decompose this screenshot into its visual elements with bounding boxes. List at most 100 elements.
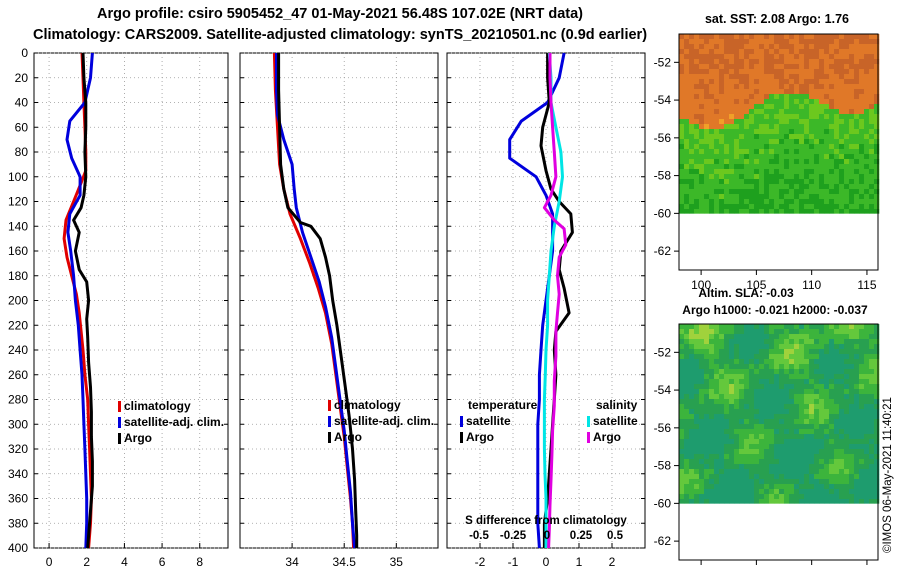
heatmap-cell <box>779 444 785 450</box>
heatmap-cell <box>734 184 740 190</box>
heatmap-cell <box>689 429 695 435</box>
heatmap-cell <box>814 324 820 330</box>
heatmap-cell <box>874 454 880 460</box>
heatmap-cell <box>739 59 745 65</box>
heatmap-cell <box>704 79 710 85</box>
heatmap-cell <box>814 179 820 185</box>
heatmap-cell <box>719 34 725 40</box>
heatmap-cell <box>714 429 720 435</box>
heatmap-cell <box>769 479 775 485</box>
heatmap-cell <box>754 484 760 490</box>
heatmap-cell <box>734 354 740 360</box>
heatmap-cell <box>714 189 720 195</box>
heatmap-cell <box>819 364 825 370</box>
heatmap-cell <box>734 484 740 490</box>
heatmap-cell <box>729 479 735 485</box>
heatmap-cell <box>774 54 780 60</box>
heatmap-cell <box>764 444 770 450</box>
heatmap-cell <box>694 329 700 335</box>
heatmap-cell <box>849 89 855 95</box>
heatmap-cell <box>869 124 875 130</box>
heatmap-cell <box>769 349 775 355</box>
heatmap-cell <box>774 139 780 145</box>
heatmap-cell <box>689 34 695 40</box>
map-y-tick-label: -58 <box>654 169 672 183</box>
heatmap-cell <box>709 429 715 435</box>
heatmap-cell <box>764 459 770 465</box>
heatmap-cell <box>709 34 715 40</box>
heatmap-cell <box>794 149 800 155</box>
heatmap-cell <box>869 424 875 430</box>
heatmap-cell <box>719 434 725 440</box>
heatmap-cell <box>864 159 870 165</box>
heatmap-cell <box>754 119 760 125</box>
heatmap-cell <box>739 49 745 55</box>
heatmap-cell <box>704 74 710 80</box>
heatmap-cell <box>789 94 795 100</box>
heatmap-cell <box>754 94 760 100</box>
heatmap-cell <box>819 129 825 135</box>
heatmap-cell <box>774 494 780 500</box>
heatmap-cell <box>804 344 810 350</box>
heatmap-cell <box>709 99 715 105</box>
heatmap-cell <box>799 94 805 100</box>
heatmap-cell <box>849 209 855 214</box>
heatmap-cell <box>734 339 740 345</box>
heatmap-cell <box>834 489 840 495</box>
heatmap-cell <box>839 134 845 140</box>
heatmap-cell <box>869 469 875 475</box>
heatmap-cell <box>769 39 775 45</box>
heatmap-cell <box>699 69 705 75</box>
heatmap-cell <box>784 39 790 45</box>
heatmap-cell <box>809 324 815 330</box>
heatmap-cell <box>799 79 805 85</box>
heatmap-cell <box>794 464 800 470</box>
heatmap-cell <box>729 484 735 490</box>
heatmap-cell <box>794 144 800 150</box>
heatmap-cell <box>794 64 800 70</box>
heatmap-cell <box>769 114 775 120</box>
heatmap-cell <box>834 94 840 100</box>
heatmap-cell <box>684 164 690 170</box>
heatmap-cell <box>794 34 800 40</box>
heatmap-cell <box>709 144 715 150</box>
heatmap-cell <box>754 419 760 425</box>
heatmap-cell <box>849 149 855 155</box>
heatmap-cell <box>794 354 800 360</box>
heatmap-cell <box>699 404 705 410</box>
heatmap-cell <box>874 69 880 75</box>
heatmap-cell <box>699 344 705 350</box>
heatmap-cell <box>854 164 860 170</box>
heatmap-cell <box>844 49 850 55</box>
legend-swatch <box>118 417 121 428</box>
heatmap-cell <box>759 394 765 400</box>
heatmap-cell <box>754 114 760 120</box>
heatmap-cell <box>789 374 795 380</box>
heatmap-cell <box>769 424 775 430</box>
heatmap-cell <box>854 189 860 195</box>
heatmap-cell <box>764 379 770 385</box>
heatmap-cell <box>719 69 725 75</box>
heatmap-cell <box>729 74 735 80</box>
heatmap-cell <box>804 124 810 130</box>
x-tick-label: 8 <box>196 555 203 569</box>
heatmap-cell <box>849 189 855 195</box>
heatmap-cell <box>809 144 815 150</box>
heatmap-cell <box>869 54 875 60</box>
heatmap-cell <box>754 109 760 115</box>
heatmap-cell <box>714 389 720 395</box>
heatmap-cell <box>714 184 720 190</box>
heatmap-cell <box>809 424 815 430</box>
heatmap-cell <box>804 69 810 75</box>
heatmap-cell <box>874 354 880 360</box>
heatmap-cell <box>704 474 710 480</box>
heatmap-cell <box>719 424 725 430</box>
heatmap-cell <box>874 204 880 210</box>
heatmap-cell <box>769 154 775 160</box>
heatmap-cell <box>854 94 860 100</box>
heatmap-cell <box>854 329 860 335</box>
heatmap-cell <box>804 429 810 435</box>
heatmap-cell <box>764 174 770 180</box>
heatmap-cell <box>854 439 860 445</box>
heatmap-cell <box>784 434 790 440</box>
